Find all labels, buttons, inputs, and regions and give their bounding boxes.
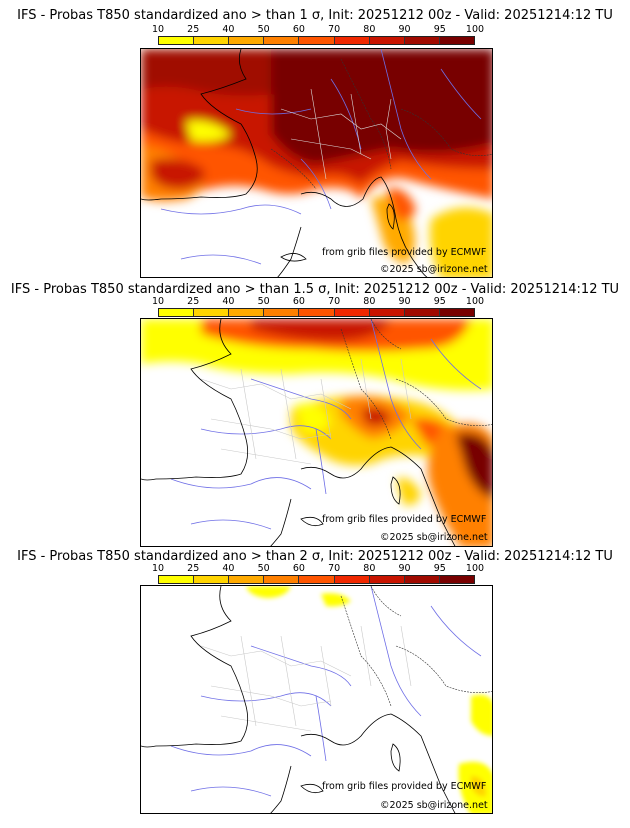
colorbar-segment <box>439 576 474 583</box>
colorbar-tick: 40 <box>222 24 235 35</box>
coastlines <box>141 586 456 813</box>
colorbar-bar <box>158 36 475 45</box>
country-borders <box>270 58 492 190</box>
colorbar-segment <box>404 37 440 44</box>
colorbar-segment <box>194 309 230 316</box>
colorbar-segment <box>299 576 335 583</box>
credit-source: from grib files provided by ECMWF <box>322 514 487 525</box>
probability-map <box>140 48 493 278</box>
admin-borders <box>280 88 402 180</box>
colorbar-tick: 40 <box>222 296 235 307</box>
colorbar-segment <box>264 37 300 44</box>
colorbar-tick: 25 <box>187 563 200 574</box>
colorbar: 10 25 40 50 60 70 80 90 95 100 <box>152 24 484 48</box>
colorbar-tick: 90 <box>398 563 411 574</box>
colorbar-tick: 25 <box>187 24 200 35</box>
colorbar-tick: 90 <box>398 296 411 307</box>
colorbar-segment <box>229 309 265 316</box>
probability-field <box>141 319 492 546</box>
country-borders <box>340 586 492 707</box>
colorbar-segment <box>194 576 230 583</box>
colorbar-bar <box>158 575 475 584</box>
colorbar: 10 25 40 50 60 70 80 90 95 100 <box>152 296 484 320</box>
rivers <box>170 586 482 797</box>
colorbar-tick: 60 <box>292 296 305 307</box>
colorbar-segment <box>404 576 440 583</box>
panel-title: IFS - Probas T850 standardized ano > tha… <box>10 282 620 297</box>
colorbar-tick: 80 <box>363 24 376 35</box>
credit-copyright: ©2025 sb@irizone.net <box>380 800 488 811</box>
admin-borders <box>200 358 412 465</box>
colorbar-tick: 80 <box>363 296 376 307</box>
colorbar-tick: 25 <box>187 296 200 307</box>
coastlines <box>141 319 456 546</box>
colorbar-segment <box>404 309 440 316</box>
colorbar-tick: 10 <box>151 296 165 307</box>
colorbar-tick: 100 <box>465 296 485 307</box>
colorbar-tick: 95 <box>433 24 446 35</box>
colorbar-ticks: 10 25 40 50 60 70 80 90 95 100 <box>152 24 484 35</box>
colorbar-tick: 70 <box>328 24 341 35</box>
colorbar-tick: 95 <box>433 563 446 574</box>
colorbar-tick: 10 <box>151 563 165 574</box>
probability-map <box>140 585 493 814</box>
credit-copyright: ©2025 sb@irizone.net <box>380 532 488 543</box>
colorbar-segment <box>159 309 195 316</box>
colorbar-tick: 50 <box>257 24 270 35</box>
colorbar-segment <box>264 309 300 316</box>
probability-field <box>246 586 492 813</box>
map-svg <box>141 49 492 277</box>
colorbar-segment <box>334 37 370 44</box>
colorbar-segment <box>229 37 265 44</box>
colorbar-tick: 60 <box>292 563 305 574</box>
colorbar-segment <box>369 309 405 316</box>
country-borders <box>340 319 492 440</box>
colorbar-segment <box>159 37 195 44</box>
colorbar-segment <box>299 37 335 44</box>
colorbar-segment <box>334 576 370 583</box>
colorbar-ticks: 10 25 40 50 60 70 80 90 95 100 <box>152 296 484 307</box>
colorbar-tick: 60 <box>292 24 305 35</box>
panel-title: IFS - Probas T850 standardized ano > tha… <box>17 8 613 23</box>
coastlines <box>141 49 428 277</box>
colorbar-segment <box>229 576 265 583</box>
credit-copyright: ©2025 sb@irizone.net <box>380 264 488 275</box>
admin-borders <box>200 625 412 732</box>
colorbar-tick: 40 <box>222 563 235 574</box>
colorbar-tick: 50 <box>257 296 270 307</box>
colorbar-segment <box>369 576 405 583</box>
probability-map <box>140 318 493 547</box>
rivers <box>170 319 482 530</box>
colorbar-tick: 90 <box>398 24 411 35</box>
panel-title: IFS - Probas T850 standardized ano > tha… <box>17 549 613 564</box>
colorbar-tick: 95 <box>433 296 446 307</box>
colorbar-bar <box>158 308 475 317</box>
colorbar-tick: 10 <box>151 24 165 35</box>
colorbar-tick: 50 <box>257 563 270 574</box>
colorbar-segment <box>264 576 300 583</box>
rivers <box>160 49 482 265</box>
colorbar-segment <box>369 37 405 44</box>
colorbar-tick: 100 <box>465 24 485 35</box>
colorbar: 10 25 40 50 60 70 80 90 95 100 <box>152 563 484 587</box>
probability-field <box>141 49 492 277</box>
credit-source: from grib files provided by ECMWF <box>322 247 487 258</box>
colorbar-segment <box>439 37 474 44</box>
map-svg <box>141 319 492 546</box>
colorbar-segment <box>334 309 370 316</box>
colorbar-tick: 70 <box>328 296 341 307</box>
colorbar-ticks: 10 25 40 50 60 70 80 90 95 100 <box>152 563 484 574</box>
map-svg <box>141 586 492 813</box>
colorbar-segment <box>194 37 230 44</box>
colorbar-tick: 80 <box>363 563 376 574</box>
credit-source: from grib files provided by ECMWF <box>322 781 487 792</box>
colorbar-segment <box>159 576 195 583</box>
colorbar-segment <box>299 309 335 316</box>
colorbar-tick: 100 <box>465 563 485 574</box>
colorbar-tick: 70 <box>328 563 341 574</box>
colorbar-segment <box>439 309 474 316</box>
